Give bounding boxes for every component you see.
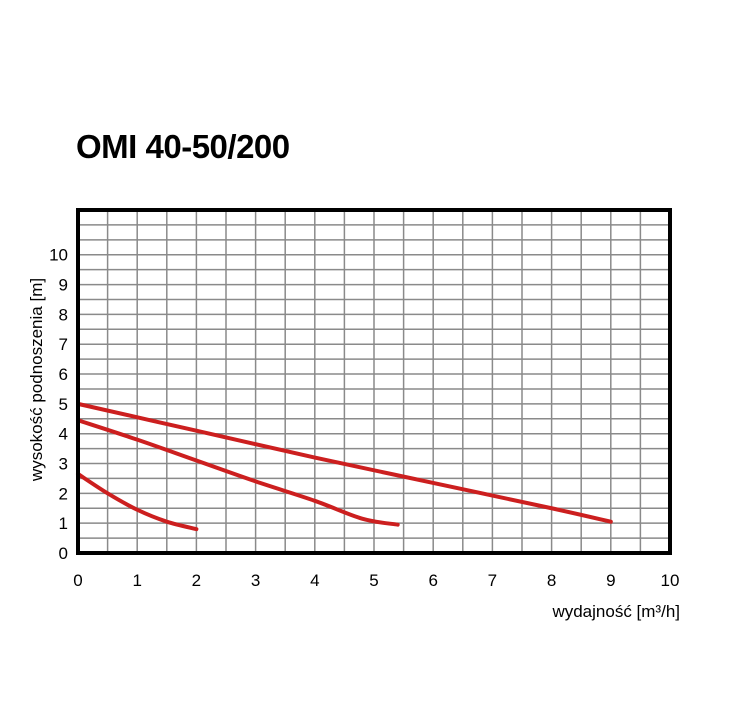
- x-tick-label: 5: [369, 571, 378, 590]
- x-tick-label: 2: [192, 571, 201, 590]
- y-tick-label: 1: [59, 514, 68, 533]
- y-tick-label: 4: [59, 425, 68, 444]
- x-tick-label: 0: [73, 571, 82, 590]
- x-tick-label: 4: [310, 571, 319, 590]
- x-axis-label: wydajność [m³/h]: [551, 602, 680, 621]
- x-tick-label: 9: [606, 571, 615, 590]
- x-tick-label: 7: [488, 571, 497, 590]
- x-tick-label: 8: [547, 571, 556, 590]
- y-tick-label: 2: [59, 484, 68, 503]
- series-line-3: [76, 401, 613, 524]
- x-tick-label: 10: [661, 571, 680, 590]
- y-tick-label: 0: [59, 544, 68, 563]
- y-tick-label: 6: [59, 365, 68, 384]
- y-tick-label: 3: [59, 455, 68, 474]
- y-tick-labels: 0 1 2 3 4 5 6 7 8 9 10: [49, 246, 68, 563]
- y-tick-label: 9: [59, 276, 68, 295]
- series-lines: [76, 401, 613, 532]
- y-tick-label: 8: [59, 305, 68, 324]
- y-axis-label: wysokość podnoszenia [m]: [27, 278, 46, 482]
- y-tick-label: 10: [49, 246, 68, 265]
- x-tick-label: 6: [428, 571, 437, 590]
- grid: [78, 210, 670, 553]
- series-line-1: [76, 471, 199, 532]
- y-tick-label: 7: [59, 335, 68, 354]
- plot-frame: [76, 208, 672, 555]
- x-tick-label: 1: [132, 571, 141, 590]
- x-tick-label: 3: [251, 571, 260, 590]
- x-tick-labels: 0 1 2 3 4 5 6 7 8 9 10: [73, 571, 679, 590]
- series-line-2: [76, 418, 400, 527]
- y-tick-label: 5: [59, 395, 68, 414]
- chart-title: OMI 40-50/200: [76, 128, 290, 165]
